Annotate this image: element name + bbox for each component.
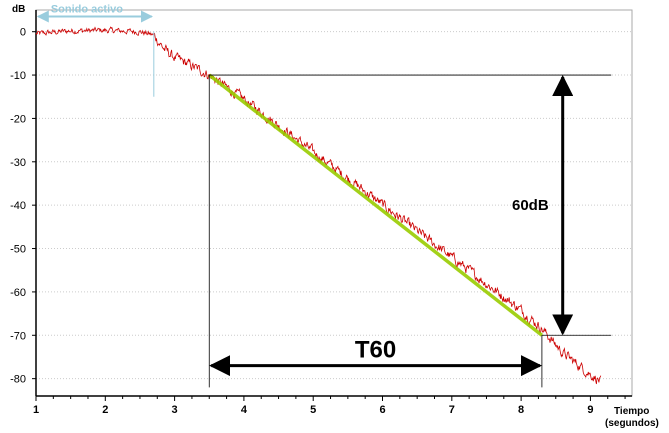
- y-tick-label: -60: [10, 287, 26, 299]
- x-axis-title-line2: (segundos): [605, 418, 659, 429]
- x-tick-label: 8: [518, 404, 524, 416]
- x-tick-label: 1: [33, 404, 39, 416]
- y-tick-label: -50: [10, 244, 26, 256]
- x-tick-label: 6: [379, 404, 385, 416]
- t60-label: T60: [355, 337, 396, 364]
- y-tick-label: -10: [10, 70, 26, 82]
- x-tick-label: 3: [172, 404, 178, 416]
- annotation-layer: 60dB T60 Sonido activo: [36, 4, 612, 388]
- y-tick-label: -20: [10, 113, 26, 125]
- y-axis-title: dB: [12, 4, 25, 15]
- x-tick-label: 7: [449, 404, 455, 416]
- y-tick-label: -30: [10, 157, 26, 169]
- regression-line: [208, 73, 543, 337]
- x-tick-label: 4: [241, 404, 248, 416]
- sonido-activo-label: Sonido activo: [51, 4, 123, 16]
- y-tick-label: -70: [10, 330, 26, 342]
- x-tick-label: 9: [587, 404, 593, 416]
- x-tick-label: 5: [310, 404, 316, 416]
- x-tick-label: 2: [102, 404, 108, 416]
- x-axis-title-line1: Tiempo: [614, 406, 649, 417]
- y-tick-label: -40: [10, 200, 26, 212]
- data-layer: [35, 26, 602, 385]
- axis-layer: 0 -10 -20 -30 -40 -50 -60 -70 -80 1 2 3 4 5 6 7 8 9: [10, 9, 633, 416]
- y-tick-label: 0: [20, 27, 26, 39]
- sixty-db-label: 60dB: [512, 197, 549, 214]
- y-tick-label: -80: [10, 374, 26, 386]
